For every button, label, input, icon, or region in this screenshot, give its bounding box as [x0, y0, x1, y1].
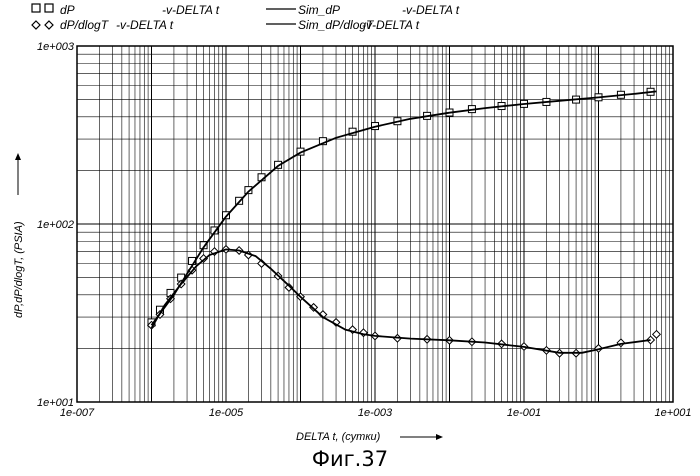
y-axis-title: dP,dP/dlogT, (PSIA) — [13, 153, 25, 318]
grid — [77, 46, 673, 402]
x-tick-label: 1e-005 — [209, 407, 244, 419]
legend-label-sim-dp: Sim_dP — [298, 3, 340, 17]
x-axis-label: DELTA t, (сутки) — [296, 431, 381, 443]
legend-diamond-marker — [31, 20, 41, 30]
y-tick-label: 1e+003 — [37, 41, 75, 53]
y-tick-label: 1e+001 — [37, 397, 74, 409]
legend-label-sim-dpdlogt: Sim_dP/dlogT — [298, 18, 375, 32]
x-tick-label: 1e-001 — [507, 407, 541, 419]
figure-caption: Фиг.37 — [311, 447, 389, 471]
data-point-dp-dlogt — [209, 247, 219, 257]
series-dp-dlogt — [146, 244, 661, 358]
series-line-sim-dp-dlogt — [150, 248, 651, 354]
data-point-dp — [210, 226, 219, 235]
y-axis-arrowhead — [15, 153, 21, 160]
data-point-dp — [222, 211, 230, 220]
legend-suffix-sim-dpdlogt: -v-DELTA t — [362, 18, 420, 32]
x-axis-arrowhead — [436, 434, 443, 440]
legend-entry-sim-dpdlogt: Sim_dP/dlogT -v-DELTA t — [266, 18, 420, 32]
x-tick-labels: 1e-007 1e-005 1e-003 1e-001 1e+001 — [60, 407, 692, 419]
data-point-dp-dlogt — [284, 282, 294, 292]
x-tick-label: 1e-003 — [358, 407, 393, 419]
x-tick-label: 1e+001 — [654, 407, 691, 419]
data-point-dp-dlogt — [651, 329, 661, 339]
y-tick-labels: 1e+001 1e+002 1e+003 — [37, 41, 75, 409]
data-point-dp — [244, 186, 253, 195]
legend-label-dp: dP — [60, 3, 75, 17]
legend-suffix-sim-dp: -v-DELTA t — [402, 3, 460, 17]
legend-suffix-dpdlogt: -v-DELTA t — [116, 18, 174, 32]
y-axis-label: dP,dP/dlogT, (PSIA) — [13, 221, 25, 318]
legend-square-marker — [44, 3, 54, 13]
plot-frame — [76, 45, 674, 403]
legend-square-marker — [31, 3, 41, 13]
x-axis-title: DELTA t, (сутки) — [296, 431, 443, 443]
series-line-sim-dp — [150, 90, 657, 326]
legend-suffix-dp: -v-DELTA t — [162, 3, 220, 17]
x-tick-label: 1e-007 — [60, 407, 95, 419]
legend-entry-dpdlogt: dP/dlogT -v-DELTA t — [31, 18, 174, 32]
series-layer — [146, 87, 661, 358]
series-dp — [147, 87, 655, 327]
y-tick-label: 1e+002 — [37, 219, 74, 231]
legend: dP -v-DELTA t dP/dlogT -v-DELTA t Sim_dP… — [31, 3, 460, 32]
legend-label-dpdlogt: dP/dlogT — [60, 18, 110, 32]
legend-entry-dp: dP -v-DELTA t — [31, 3, 220, 17]
legend-diamond-marker — [44, 20, 54, 30]
legend-entry-sim-dp: Sim_dP -v-DELTA t — [266, 3, 460, 17]
data-point-dp-dlogt — [318, 310, 328, 320]
